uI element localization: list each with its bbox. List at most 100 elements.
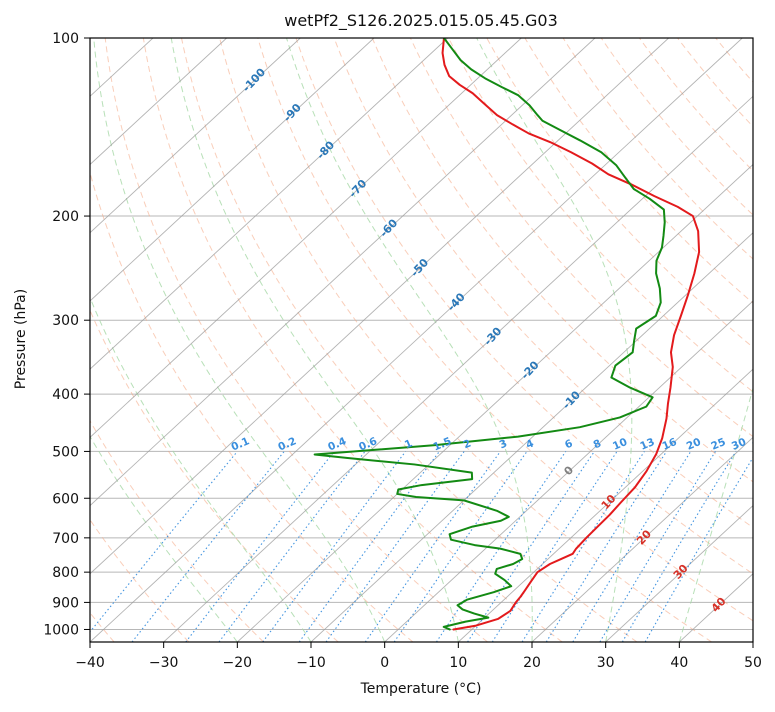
axis-layer: −40 −30 −20 −10 0 10 20 30 40 5010020030040050060… [43, 31, 762, 671]
isotherm-line [458, 368, 753, 642]
dry-adiabat-line [562, 38, 753, 260]
mixing-ratio-label-13: 13 [638, 436, 656, 453]
dry-adiabat-line [638, 38, 753, 172]
mixing-ratio-label-36: 36 [751, 436, 769, 453]
mixing-ratio-line-36 [644, 456, 753, 642]
isotherm-line [310, 232, 753, 642]
y-tick-label-1000: 1000 [43, 622, 79, 638]
isotherm-line [90, 38, 227, 166]
dry-adiabat-line [90, 518, 190, 642]
dry-adiabat-line [181, 38, 638, 642]
dry-adiabat-line [90, 170, 414, 642]
mixing-ratio-label-6: 6 [563, 437, 574, 451]
dewpoint-profile-line [313, 38, 666, 631]
mixing-ratio-label-0.1: 0.1 [229, 435, 251, 453]
moist-adiabat-line [170, 38, 459, 642]
adiabat-layer [90, 38, 753, 642]
isotherm-line [679, 573, 753, 642]
x-tick-label-30: 30 [597, 655, 615, 671]
x-tick-label-−40: −40 [75, 655, 105, 671]
isotherm-layer [0, 38, 753, 642]
mixing-ratio-line-10 [491, 451, 618, 642]
dry-adiabat-line [90, 309, 339, 642]
isotherm-line [0, 38, 79, 642]
dry-adiabat-line [295, 38, 753, 575]
mixing-ratio-label-0.4: 0.4 [326, 435, 348, 453]
profile-series-layer [313, 38, 701, 631]
dry-adiabat-line [524, 38, 753, 304]
isotherm-line [90, 38, 669, 575]
y-tick-label-900: 900 [52, 595, 79, 611]
mixing-ratio-label-2: 2 [461, 437, 472, 451]
mixing-ratio-line-1.5 [298, 451, 440, 642]
dry-adiabat-line [715, 38, 753, 83]
x-tick-label-50: 50 [744, 655, 762, 671]
chart-title: wetPf2_S126.2025.015.05.45.G03 [284, 11, 558, 31]
mixing-ratio-line-0.1 [90, 451, 238, 633]
mixing-ratio-line-20 [572, 451, 692, 642]
grid-layer [90, 38, 753, 630]
y-axis-label: Pressure (hPa) [13, 289, 29, 389]
dry-adiabat-line [600, 38, 753, 216]
mixing-ratio-line-0.2 [131, 451, 285, 642]
dry-adiabat-line [90, 419, 264, 642]
mixing-ratio-label-4: 4 [524, 437, 535, 451]
mixing-ratio-label-3: 3 [498, 437, 509, 451]
dry-adiabat-line [333, 38, 753, 529]
dry-adiabat-line [409, 38, 753, 438]
isotherm-line [90, 38, 375, 302]
isotherm-line [90, 38, 596, 507]
y-tick-label-700: 700 [52, 531, 79, 547]
x-tick-label-0: 0 [380, 655, 389, 671]
y-tick-label-400: 400 [52, 387, 79, 403]
mixing-ratio-line-0.4 [185, 451, 335, 642]
isotherm-line [90, 38, 743, 642]
y-tick-label-300: 300 [52, 313, 79, 329]
mixing-ratio-label-1.5: 1.5 [431, 435, 453, 453]
mixing-ratio-line-0.6 [218, 451, 366, 642]
mixing-ratio-layer [90, 451, 753, 642]
mixing-ratio-line-2 [325, 451, 465, 642]
y-tick-label-100: 100 [52, 31, 79, 47]
isotherm-line [163, 95, 753, 642]
x-tick-label-10: 10 [449, 655, 467, 671]
mixing-ratio-label-10: 10 [611, 436, 629, 453]
moist-adiabat-line [678, 386, 753, 642]
mixing-ratio-label-0.6: 0.6 [357, 435, 379, 453]
isotherm-line [605, 504, 753, 642]
y-tick-label-500: 500 [52, 444, 79, 460]
isotherm-line [237, 163, 753, 642]
mixing-ratio-line-13 [521, 451, 645, 642]
mixing-ratio-label-30: 30 [730, 436, 748, 453]
x-tick-label-−30: −30 [149, 655, 179, 671]
mixing-ratio-line-8 [467, 451, 595, 642]
dry-adiabat-line [448, 38, 753, 393]
moist-adiabat-line [286, 38, 533, 642]
isotherm-line [384, 300, 753, 642]
y-tick-label-200: 200 [52, 209, 79, 225]
dry-adiabat-line [677, 38, 753, 128]
mixing-ratio-line-1 [262, 451, 407, 642]
isotherm-line [0, 38, 6, 642]
dry-adiabat-line [486, 38, 753, 348]
x-tick-label-40: 40 [670, 655, 688, 671]
isotherm-label--100: -100 [240, 65, 269, 94]
mixing-ratio-line-16 [545, 451, 668, 642]
mixing-ratio-line-30 [621, 451, 737, 642]
isotherm-line [531, 436, 753, 642]
moist-adiabat-line [476, 38, 633, 642]
dry-adiabat-line [142, 38, 563, 642]
moist-adiabat-line [90, 435, 238, 642]
mixing-ratio-line-25 [599, 451, 716, 642]
isotherm-line [752, 641, 753, 642]
x-axis-label: Temperature (°C) [360, 681, 482, 697]
moist-adiabat-line [90, 296, 312, 642]
isotherm-line [90, 38, 301, 234]
y-tick-label-600: 600 [52, 491, 79, 507]
dry-adiabat-line [371, 38, 753, 483]
x-tick-label-−20: −20 [223, 655, 253, 671]
mixing-ratio-label-16: 16 [660, 436, 678, 453]
mixing-ratio-line-4 [393, 451, 528, 642]
moist-adiabat-line [93, 38, 386, 642]
